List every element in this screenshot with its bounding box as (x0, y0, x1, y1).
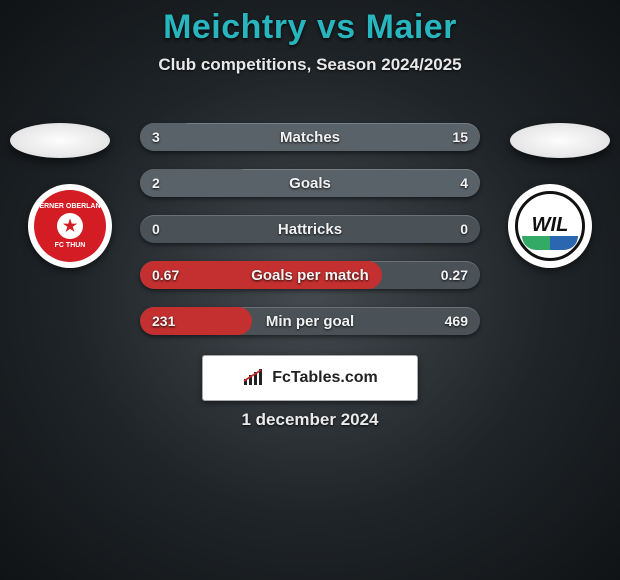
comparison-card: Meichtry vs Maier Club competitions, Sea… (0, 0, 620, 580)
page-title: Meichtry vs Maier (0, 0, 620, 47)
stat-row: Min per goal231 469 (140, 307, 480, 335)
stat-value-left: 3 (152, 123, 160, 151)
star-icon: ★ (57, 213, 83, 239)
bar-chart-icon (242, 369, 266, 387)
fc-thun-badge: BERNER OBERLAND ★ FC THUN (28, 184, 112, 268)
stat-row: Matches3 15 (140, 123, 480, 151)
stat-row: Goals per match0.67 0.27 (140, 261, 480, 289)
stat-value-right: 15 (452, 123, 468, 151)
stats-column: Matches3 15 Goals2 4 Hattricks0 0 Goals per ma… (140, 123, 480, 353)
stat-label: Hattricks (140, 215, 480, 243)
brand-text: FcTables.com (272, 369, 378, 387)
season-subtitle: Club competitions, Season 2024/2025 (0, 55, 620, 75)
stat-value-right: 469 (445, 307, 468, 335)
club-badge-right: WIL (500, 183, 600, 268)
stat-value-left: 2 (152, 169, 160, 197)
player-marker-left (10, 123, 110, 158)
club-badge-left: BERNER OBERLAND ★ FC THUN (20, 183, 120, 268)
stat-value-left: 0 (152, 215, 160, 243)
fc-wil-badge: WIL (508, 184, 592, 268)
stat-value-right: 4 (460, 169, 468, 197)
stat-label: Goals per match (140, 261, 480, 289)
date-label: 1 december 2024 (0, 410, 620, 430)
stat-row: Hattricks0 0 (140, 215, 480, 243)
stat-value-right: 0.27 (441, 261, 468, 289)
stat-label: Goals (140, 169, 480, 197)
stat-label: Min per goal (140, 307, 480, 335)
brand-box[interactable]: FcTables.com (202, 355, 418, 401)
stat-label: Matches (140, 123, 480, 151)
player-marker-right (510, 123, 610, 158)
stat-value-left: 231 (152, 307, 175, 335)
stat-value-left: 0.67 (152, 261, 179, 289)
stat-row: Goals2 4 (140, 169, 480, 197)
stat-value-right: 0 (460, 215, 468, 243)
